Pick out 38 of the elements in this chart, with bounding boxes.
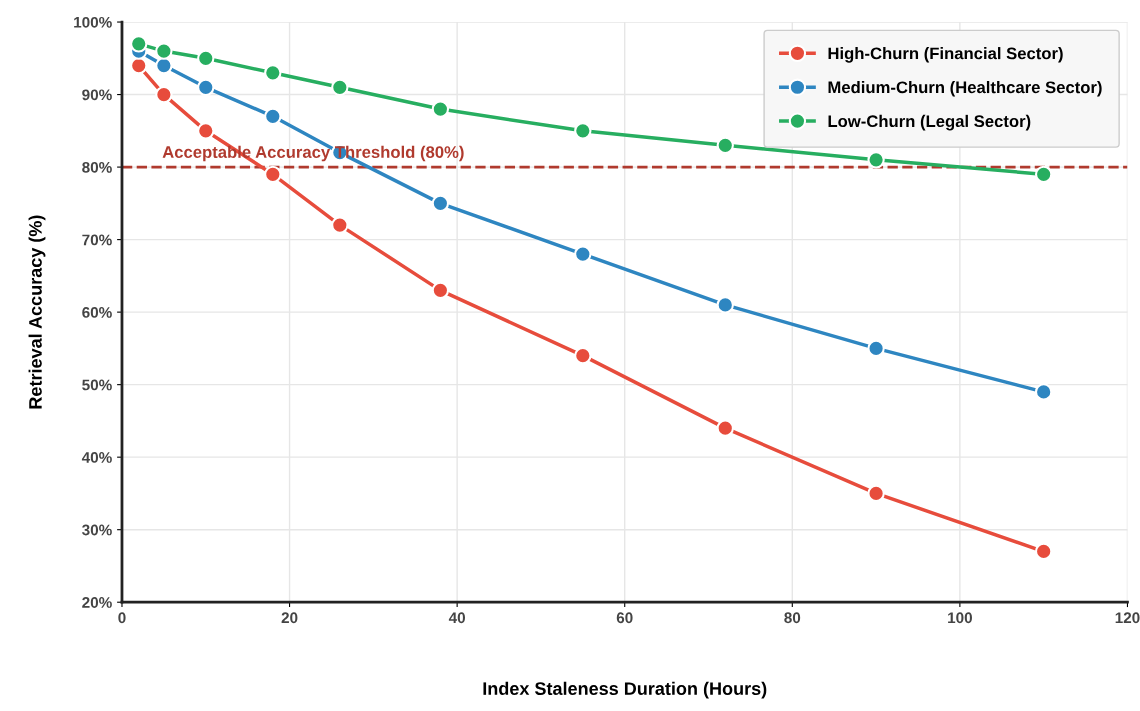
y-tick-label: 90% (82, 89, 112, 101)
point (264, 64, 282, 82)
point (716, 296, 734, 314)
y-tick-label: 40% (81, 452, 112, 463)
y-tick-label: 80% (82, 161, 112, 173)
point (155, 85, 173, 104)
point (574, 245, 592, 263)
point (155, 42, 173, 60)
y-tick-label: 70% (82, 234, 112, 246)
point (431, 100, 450, 118)
y-tick-label: 30% (82, 524, 112, 536)
x-tick-label: 0 (118, 612, 126, 624)
point (197, 49, 215, 67)
x-tick-label: 20 (281, 612, 298, 624)
point (574, 122, 592, 140)
x-tick-label: 60 (616, 612, 633, 624)
point (197, 78, 215, 96)
x-tick-label: 80 (784, 612, 801, 624)
y-tick-label: 60% (82, 307, 112, 318)
y-tick-label: 20% (82, 597, 112, 608)
legend-label: High-Churn (Financial Sector) (828, 47, 1063, 63)
point (331, 78, 349, 96)
legend-label: Low-Churn (Legal Sector) (828, 114, 1031, 131)
point (1034, 383, 1053, 401)
x-tick-label: 120 (1115, 612, 1140, 624)
point (331, 216, 349, 234)
point (197, 122, 215, 140)
point (264, 107, 282, 125)
y-tick-label: 50% (82, 379, 112, 391)
legend-label: Medium-Churn (Healthcare Sector) (828, 80, 1102, 97)
point (867, 151, 885, 169)
y-axis-title: Retrieval Accuracy (%) (28, 215, 46, 409)
x-tick-label: 40 (448, 612, 466, 624)
point (716, 419, 734, 437)
x-axis-title: Index Staleness Duration (Hours) (483, 681, 767, 699)
x-tick-label: 100 (948, 612, 972, 624)
point (130, 35, 148, 53)
y-tick-label: 100% (74, 16, 112, 28)
